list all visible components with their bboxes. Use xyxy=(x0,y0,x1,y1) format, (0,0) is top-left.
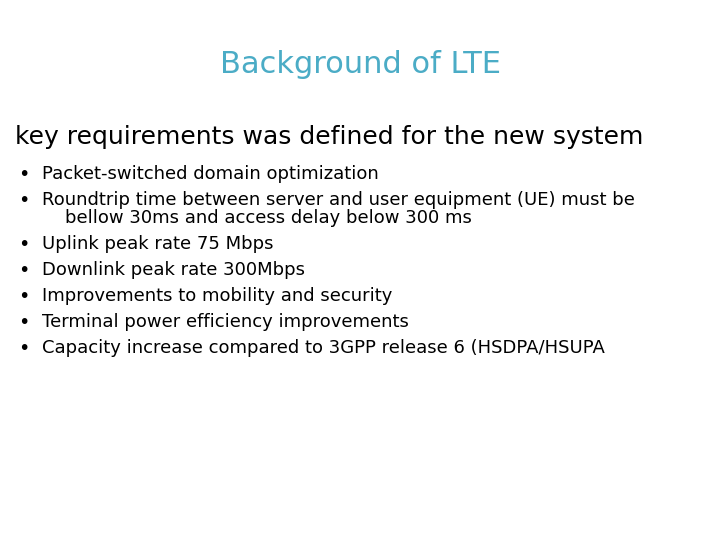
Text: Downlink peak rate 300Mbps: Downlink peak rate 300Mbps xyxy=(42,261,305,279)
Text: •: • xyxy=(18,235,30,254)
Text: •: • xyxy=(18,261,30,280)
Text: Terminal power efficiency improvements: Terminal power efficiency improvements xyxy=(42,313,409,331)
Text: •: • xyxy=(18,165,30,184)
Text: key requirements was defined for the new system: key requirements was defined for the new… xyxy=(15,125,644,149)
Text: Capacity increase compared to 3GPP release 6 (HSDPA/HSUPA: Capacity increase compared to 3GPP relea… xyxy=(42,339,605,357)
Text: Background of LTE: Background of LTE xyxy=(220,50,500,79)
Text: •: • xyxy=(18,313,30,332)
Text: Roundtrip time between server and user equipment (UE) must be: Roundtrip time between server and user e… xyxy=(42,191,635,209)
Text: •: • xyxy=(18,191,30,210)
Text: •: • xyxy=(18,287,30,306)
Text: •: • xyxy=(18,339,30,358)
Text: Improvements to mobility and security: Improvements to mobility and security xyxy=(42,287,392,305)
Text: Packet-switched domain optimization: Packet-switched domain optimization xyxy=(42,165,379,183)
Text: bellow 30ms and access delay below 300 ms: bellow 30ms and access delay below 300 m… xyxy=(42,209,472,227)
Text: Uplink peak rate 75 Mbps: Uplink peak rate 75 Mbps xyxy=(42,235,274,253)
